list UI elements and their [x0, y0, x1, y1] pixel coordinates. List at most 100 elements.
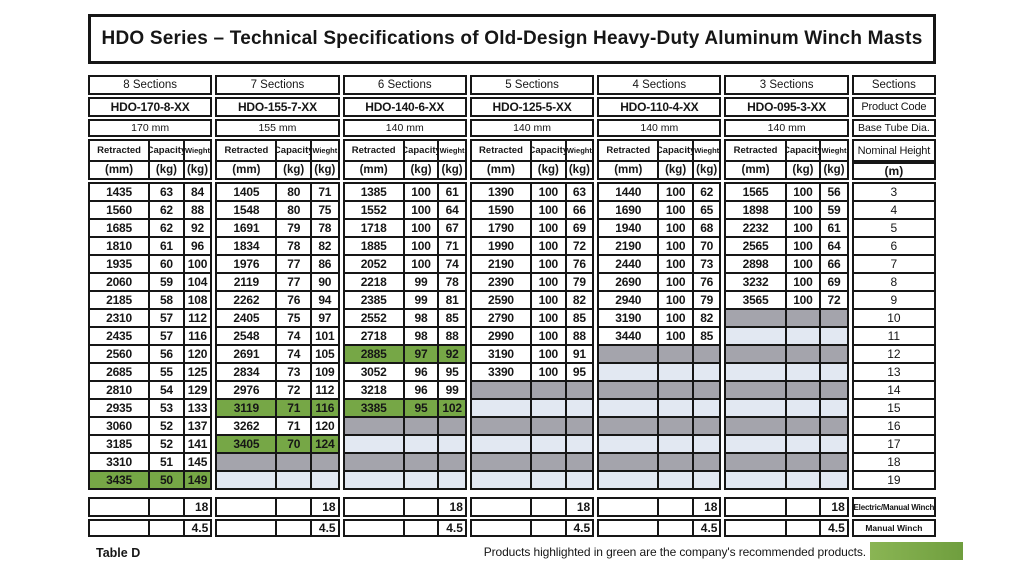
cell-weight: 97 [312, 310, 338, 326]
cell-weight-empty [693, 346, 720, 362]
electric-winch-weight-row: 18 [724, 497, 849, 517]
cell-retracted: 3390 [471, 364, 531, 380]
cell-weight: 61 [439, 184, 465, 200]
empty-cell [471, 521, 531, 535]
capacity-unit: (kg) [659, 162, 692, 178]
cell-weight-empty [821, 328, 847, 344]
cell-retracted-empty [726, 454, 785, 470]
cell-retracted-empty [599, 382, 658, 398]
cell-retracted: 1935 [90, 256, 149, 272]
cell-capacity: 97 [404, 346, 438, 362]
cell-retracted: 1885 [344, 238, 403, 254]
cell-capacity-empty [404, 454, 438, 470]
cell-weight: 78 [312, 220, 338, 236]
cell-capacity-empty [532, 382, 565, 398]
cell-capacity: 100 [532, 310, 565, 326]
nominal-height-grid: 3 4 5 6 7 8 9 10 11 12 13 14 15 16 17 18 19 [851, 182, 936, 490]
cell-weight: 92 [184, 220, 211, 236]
cell-capacity-empty [404, 418, 438, 434]
retracted-unit: (mm) [599, 162, 658, 178]
cell-weight: 71 [439, 238, 465, 254]
nominal-height-label: Nominal Height [851, 139, 936, 162]
empty-cell [217, 499, 276, 515]
cell-retracted-empty [726, 382, 785, 398]
cell-weight: 86 [312, 256, 338, 272]
cell-capacity-empty [786, 382, 820, 398]
cell-retracted: 3190 [599, 310, 658, 326]
cell-retracted: 1898 [726, 202, 785, 218]
base-tube-dia: 140 mm [724, 119, 849, 137]
cell-retracted: 2790 [471, 310, 531, 326]
cell-capacity: 62 [150, 220, 183, 236]
cell-weight: 73 [693, 256, 720, 272]
cell-retracted: 2262 [217, 292, 276, 308]
cell-capacity: 100 [659, 238, 692, 254]
cell-capacity: 100 [532, 202, 565, 218]
cell-capacity-empty [659, 346, 692, 362]
cell-weight: 88 [184, 202, 211, 218]
manual-winch-weight-row: 4.5 [724, 519, 849, 537]
nominal-height-value: 4 [853, 202, 934, 218]
electric-winch-weight: 18 [566, 499, 593, 515]
cell-capacity: 77 [277, 274, 310, 290]
cell-retracted: 1834 [217, 238, 276, 254]
cell-weight: 70 [693, 238, 720, 254]
cell-capacity: 74 [277, 346, 310, 362]
cell-weight-empty [312, 454, 338, 470]
cell-capacity: 98 [404, 310, 438, 326]
capacity-label: Capacity [659, 141, 692, 160]
cell-retracted-empty [599, 436, 658, 452]
nominal-height-value: 14 [853, 382, 934, 398]
cell-retracted: 2390 [471, 274, 531, 290]
nominal-height-value: 15 [853, 400, 934, 416]
cell-weight: 64 [439, 202, 465, 218]
capacity-label: Capacity [150, 141, 183, 160]
cell-weight: 66 [566, 202, 593, 218]
cell-retracted-empty [344, 472, 403, 488]
cell-retracted: 2190 [599, 238, 658, 254]
cell-weight: 116 [184, 328, 211, 344]
cell-capacity: 100 [532, 328, 565, 344]
cell-capacity-empty [532, 454, 565, 470]
cell-weight: 116 [312, 400, 338, 416]
nominal-height-value: 12 [853, 346, 934, 362]
cell-weight: 149 [184, 472, 211, 488]
cell-weight-empty [693, 364, 720, 380]
cell-capacity: 100 [532, 238, 565, 254]
cell-capacity-empty [659, 400, 692, 416]
cell-weight: 88 [439, 328, 465, 344]
cell-capacity: 100 [404, 184, 438, 200]
cell-weight-empty [693, 418, 720, 434]
nominal-height-value: 7 [853, 256, 934, 272]
data-grid: 1440 100 62 1690 100 65 1940 100 68 2190 100 70 2440… [597, 182, 722, 490]
cell-capacity: 52 [150, 436, 183, 452]
cell-weight: 120 [312, 418, 338, 434]
cell-retracted: 2718 [344, 328, 403, 344]
cell-weight: 94 [312, 292, 338, 308]
empty-cell [532, 521, 565, 535]
cell-capacity: 59 [150, 274, 183, 290]
cell-weight-empty [821, 400, 847, 416]
cell-weight: 109 [312, 364, 338, 380]
cell-retracted: 1990 [471, 238, 531, 254]
cell-capacity: 100 [404, 220, 438, 236]
column-subheaders: RetractedCapacityWieght(mm)(kg)(kg) [342, 139, 467, 180]
cell-retracted-empty [726, 310, 785, 326]
cell-capacity: 100 [532, 220, 565, 236]
cell-retracted: 1691 [217, 220, 276, 236]
cell-retracted-empty [471, 400, 531, 416]
empty-cell [471, 499, 531, 515]
cell-weight: 72 [821, 292, 847, 308]
column-subheaders: RetractedCapacityWieght(mm)(kg)(kg) [724, 139, 849, 180]
cell-capacity-empty [659, 436, 692, 452]
cell-weight: 82 [566, 292, 593, 308]
cell-weight: 79 [566, 274, 593, 290]
retracted-label: Retracted [471, 141, 531, 160]
base-tube-dia: 155 mm [215, 119, 340, 137]
cell-weight: 81 [439, 292, 465, 308]
sections-header: 7 Sections [215, 75, 340, 95]
cell-weight: 71 [312, 184, 338, 200]
cell-weight: 64 [821, 238, 847, 254]
